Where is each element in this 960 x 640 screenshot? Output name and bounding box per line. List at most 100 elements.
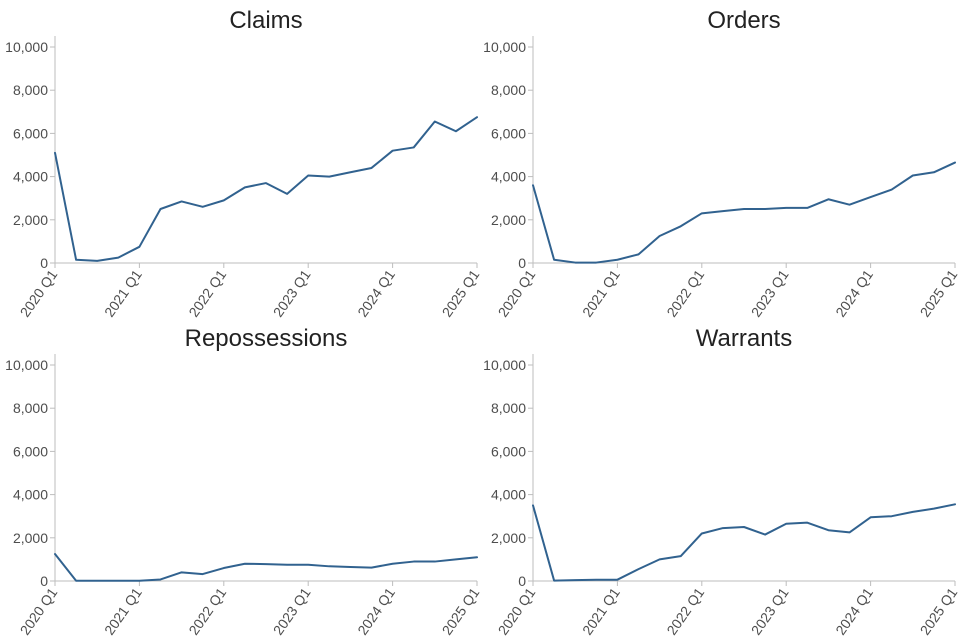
data-point [159,207,163,211]
data-point [454,129,458,133]
x-tick-label: 2024 Q1 [832,584,876,637]
data-point [412,145,416,149]
data-point [531,183,535,187]
y-tick-label: 10,000 [5,357,48,373]
y-tick-label: 10,000 [5,39,48,55]
data-point [679,554,683,558]
x-tick-label: 2023 Q1 [748,584,792,637]
x-tick-label: 2024 Q1 [354,584,398,637]
data-point [573,578,577,582]
chart-svg: Repossessions 0 2,000 4,000 6,000 8,000 10,00… [5,325,483,638]
data-point [615,258,619,262]
data-point [594,578,598,582]
data-point [637,252,641,256]
data-point [74,258,78,262]
data-point [784,206,788,210]
y-tick-label: 6,000 [491,443,526,459]
data-point [911,510,915,514]
y-tick-label: 4,000 [13,487,48,503]
data-point [552,579,556,583]
data-point [412,560,416,564]
data-point [53,151,57,155]
data-point [805,521,809,525]
x-tick-label: 2025 Q1 [439,266,483,319]
data-point [348,170,352,174]
y-tick-label: 2,000 [491,530,526,546]
data-point [180,199,184,203]
data-point [159,577,163,581]
x-tick-label: 2025 Q1 [439,584,483,637]
y-tick-label: 0 [40,573,48,589]
y-tick-label: 4,000 [491,487,526,503]
data-point [243,185,247,189]
series-line [54,553,478,582]
data-point [370,166,374,170]
y-tick-label: 8,000 [13,82,48,98]
data-point [763,533,767,537]
x-tick-label: 2021 Q1 [579,584,623,637]
data-point [721,209,725,213]
x-tick-label: 2022 Q1 [663,266,707,319]
data-point [953,161,957,165]
data-point [116,579,120,583]
chart-panel-repossessions: Repossessions 0 2,000 4,000 6,000 8,000 10,00… [0,318,483,638]
data-point [53,552,57,556]
x-tick-label: 2020 Q1 [495,266,539,319]
data-point [222,198,226,202]
data-point [784,522,788,526]
data-point [95,259,99,263]
data-point [137,245,141,249]
data-point [826,528,830,532]
data-point [222,566,226,570]
y-tick-label: 10,000 [483,357,526,373]
x-tick-label: 2024 Q1 [354,266,398,319]
x-tick-label: 2025 Q1 [917,266,960,319]
y-tick-label: 0 [518,573,526,589]
data-point [658,234,662,238]
data-point [911,174,915,178]
data-point [243,562,247,566]
data-point [594,261,598,265]
data-point [637,567,641,571]
y-tick-label: 8,000 [491,82,526,98]
y-tick-label: 6,000 [13,443,48,459]
data-point [285,192,289,196]
data-point [348,565,352,569]
data-point [721,526,725,530]
data-point [531,503,535,507]
data-point [327,564,331,568]
data-point [433,560,437,564]
data-point [306,563,310,567]
chart-title: Warrants [696,325,792,352]
data-point [391,149,395,153]
series-line [532,161,956,264]
x-tick-label: 2021 Q1 [101,584,145,637]
x-tick-label: 2020 Q1 [495,584,539,637]
data-point [848,530,852,534]
y-tick-label: 4,000 [13,169,48,185]
chart-panel-orders: Orders 0 2,000 4,000 6,000 8,000 10,000 2020 Q… [478,0,960,320]
data-point [848,203,852,207]
data-point [700,211,704,215]
data-point [869,515,873,519]
data-point [137,579,141,583]
y-tick-label: 8,000 [491,400,526,416]
chart-svg: Claims 0 2,000 4,000 6,000 8,000 10,000 2020 Q… [5,7,483,320]
x-tick-label: 2022 Q1 [663,584,707,637]
data-point [890,188,894,192]
x-tick-label: 2024 Q1 [832,266,876,319]
data-point [285,563,289,567]
x-tick-label: 2023 Q1 [748,266,792,319]
data-point [742,207,746,211]
data-point [805,206,809,210]
data-point [95,579,99,583]
y-tick-label: 10,000 [483,39,526,55]
x-tick-label: 2020 Q1 [17,266,61,319]
data-point [890,514,894,518]
data-point [615,578,619,582]
series-line [532,503,956,582]
data-point [264,181,268,185]
data-point [763,207,767,211]
data-point [327,175,331,179]
